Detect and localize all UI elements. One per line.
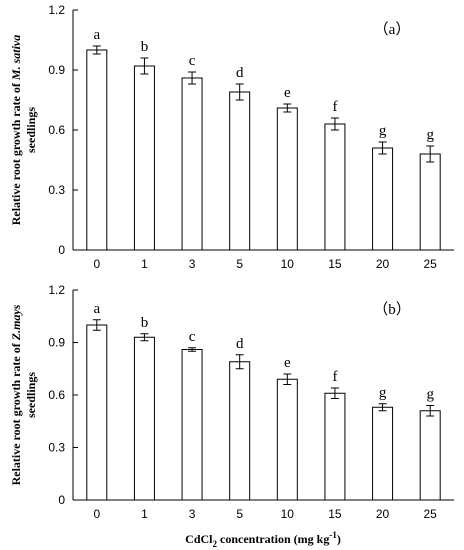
panel-a-y-tick-label: 0.3 [48,183,65,197]
panel-a-bar [86,49,108,251]
panel-a-bar [229,91,251,251]
panel-a-label: （a） [374,21,411,38]
panel-a-significance-letter: f [332,99,337,115]
panel-b-y-axis-label-line2: seedlings [24,372,38,418]
panel-a-y-tick-label: 0 [58,243,65,257]
x-axis-label-end: ) [337,532,341,546]
panel-a-significance-letter: a [93,27,100,43]
panel-b-y-axis-label-line1: Relative root growth rate of [9,340,23,485]
panel-b-significance-letter: d [236,336,244,352]
panel-a-y-tick-label: 0.9 [48,63,65,77]
panel-a-x-tick-label: 10 [281,257,295,271]
panel-b-bar [86,324,108,501]
panel-b-x-tick-label: 15 [328,507,342,521]
panel-a-significance-letter: b [141,39,149,55]
panel-b-y-tick-label: 0 [58,493,65,507]
panel-a-significance-letter: g [379,123,387,139]
panel-b-label: （b） [373,301,411,318]
panel-b-y-tick-label: 1.2 [48,283,65,297]
panel-a-x-tick-label: 1 [141,257,148,271]
panel-b-y-tick-label: 0.3 [48,441,65,455]
panel-b-bar [276,378,298,501]
panel-a-y-axis-label-line2: seedlings [24,107,38,153]
panel-a-y-axis-label-species: M. sativa [9,35,23,81]
panel-b-significance-letter: c [189,329,196,345]
panel-a-significance-letter: e [284,85,291,101]
panel-b-significance-letter: g [379,385,387,401]
panel-a-y-tick-label: 0.6 [48,123,65,137]
panel-b-y-axis-label-species: Z.mays [9,304,23,341]
panel-a-x-tick-label: 15 [328,257,342,271]
panel-a-x-tick-label: 3 [189,257,196,271]
panel-b-significance-letter: f [332,369,337,385]
panel-b-x-tick-label: 0 [93,507,100,521]
panel-b-significance-letter: g [426,387,434,403]
panel-a-bar [324,123,346,251]
panel-b-bar [181,349,203,501]
panel-b-significance-letter: e [284,355,291,371]
panel-b-y-axis-label: Relative root growth rate of Z.mays seedl… [9,304,38,485]
x-axis-label-rest: concentration (mg kg [217,532,329,546]
panel-b-bar [133,336,155,501]
panel-b-bar [229,361,251,501]
panel-a-bar [276,107,298,251]
panel-b-bar [419,410,441,501]
panel-a-significance-letter: g [426,127,434,143]
panel-b-bar [372,406,394,501]
panel-a-bar [133,65,155,251]
x-axis-label-sub: 2 [213,539,218,549]
panel-b-bar [324,392,346,501]
panel-b-x-tick-label: 5 [236,507,243,521]
panel-b-y-tick-label: 0.6 [48,388,65,402]
panel-a-significance-letter: c [189,53,196,69]
panel-a-y-tick-label: 1.2 [48,3,65,17]
panel-a-bar [372,147,394,251]
panel-b-x-tick-label: 1 [141,507,148,521]
panel-b-x-tick-label: 20 [376,507,390,521]
panel-a-y-axis-label: Relative root growth rate of M. sativa se… [9,35,38,226]
panel-b-x-tick-label: 3 [189,507,196,521]
panel-a-significance-letter: d [236,65,244,81]
panel-a-y-axis-label-line1: Relative root growth rate of [9,80,23,225]
panel-b-x-tick-label: 25 [424,507,438,521]
panel-b-x-tick-label: 10 [281,507,295,521]
x-axis-label: CdCl2 concentration (mg kg-1) [185,530,341,549]
x-axis-label-sup: -1 [329,530,337,540]
panel-b-y-tick-label: 0.9 [48,336,65,350]
panel-a-bar [419,153,441,251]
panel-a-bar [181,77,203,251]
panel-b-significance-letter: b [141,315,149,331]
panel-a-x-tick-label: 0 [93,257,100,271]
panel-a-x-tick-label: 20 [376,257,390,271]
x-axis-label-main: CdCl [185,532,213,546]
panel-a-x-tick-label: 25 [424,257,438,271]
panel-b-significance-letter: a [93,301,100,317]
panel-a-x-tick-label: 5 [236,257,243,271]
